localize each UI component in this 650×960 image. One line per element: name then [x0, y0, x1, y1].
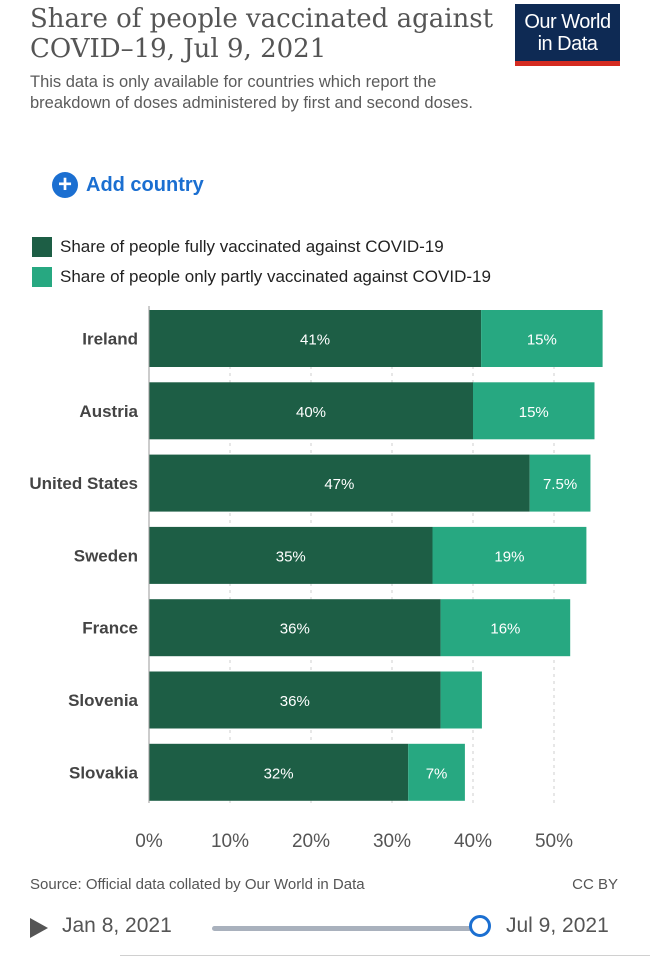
- source-note: Source: Official data collated by Our Wo…: [30, 876, 365, 893]
- chart-title: Share of people vaccinated against COVID…: [30, 4, 494, 64]
- logo-line-1: Our World: [524, 11, 611, 33]
- data-label: 36%: [280, 693, 310, 710]
- chart-subtitle: This data is only available for countrie…: [30, 73, 474, 112]
- x-tick-label: 50%: [535, 831, 573, 852]
- legend: Share of people fully vaccinated against…: [32, 232, 491, 292]
- x-tick-label: 40%: [454, 831, 492, 852]
- data-label: 15%: [527, 332, 557, 349]
- owid-logo[interactable]: Our World in Data: [515, 4, 620, 66]
- divider: [120, 955, 650, 956]
- timeline-end-date: Jul 9, 2021: [506, 914, 609, 937]
- data-label: 7.5%: [543, 476, 577, 493]
- license-link[interactable]: CC BY: [572, 876, 618, 893]
- data-label: 35%: [276, 548, 306, 565]
- category-label: France: [82, 619, 138, 638]
- legend-item-partly[interactable]: Share of people only partly vaccinated a…: [32, 262, 491, 292]
- legend-label-partly: Share of people only partly vaccinated a…: [60, 267, 491, 286]
- bar-fully: [149, 382, 473, 440]
- logo-line-2: in Data: [537, 33, 598, 55]
- bar-fully: [149, 310, 482, 367]
- x-tick-label: 30%: [373, 831, 411, 852]
- bar-chart: Ireland 41% 15% Austria 40% 15% United States 4…: [29, 306, 603, 852]
- x-tick-label: 0%: [135, 831, 163, 852]
- data-label: 16%: [490, 621, 520, 638]
- timeline-start-date: Jan 8, 2021: [62, 914, 172, 937]
- category-label: Ireland: [82, 330, 138, 349]
- x-tick-label: 20%: [292, 831, 330, 852]
- data-label: 47%: [324, 476, 354, 493]
- data-label: 19%: [494, 548, 524, 565]
- plus-circle-icon: +: [52, 172, 78, 198]
- category-label: United States: [29, 474, 138, 493]
- logo-accent-bar: [515, 61, 620, 66]
- legend-label-fully: Share of people fully vaccinated against…: [60, 237, 444, 256]
- bar-partly: [473, 382, 595, 440]
- bar-fully: [149, 454, 530, 512]
- data-label: 41%: [300, 332, 330, 349]
- category-label: Slovakia: [69, 763, 139, 782]
- bar-partly: [481, 310, 603, 367]
- bar-partly: [440, 599, 571, 657]
- add-country-button[interactable]: + Add country: [52, 170, 204, 200]
- bar-partly: [408, 743, 465, 801]
- timeline-handle[interactable]: [469, 915, 491, 937]
- bar-fully: [149, 671, 441, 729]
- category-label: Sweden: [74, 546, 138, 565]
- bar-fully: [149, 743, 409, 801]
- legend-swatch-partly: [32, 267, 52, 287]
- add-country-label: Add country: [86, 173, 204, 196]
- bar-partly: [529, 454, 591, 512]
- data-label: 7%: [426, 765, 448, 782]
- data-label: 36%: [280, 621, 310, 638]
- legend-item-fully[interactable]: Share of people fully vaccinated against…: [32, 232, 491, 262]
- data-label: 15%: [519, 404, 549, 421]
- bar-partly: [440, 671, 482, 729]
- bar-fully: [149, 599, 441, 657]
- x-tick-label: 10%: [211, 831, 249, 852]
- data-label: 40%: [296, 404, 326, 421]
- timeline-track[interactable]: [212, 926, 480, 931]
- data-label: 32%: [264, 765, 294, 782]
- bar-partly: [432, 526, 587, 584]
- bar-fully: [149, 526, 433, 584]
- category-label: Slovenia: [68, 691, 138, 710]
- legend-swatch-fully: [32, 237, 52, 257]
- timeline: Jan 8, 2021 Jul 9, 2021: [0, 905, 650, 950]
- play-icon[interactable]: [30, 918, 48, 938]
- category-label: Austria: [79, 402, 138, 421]
